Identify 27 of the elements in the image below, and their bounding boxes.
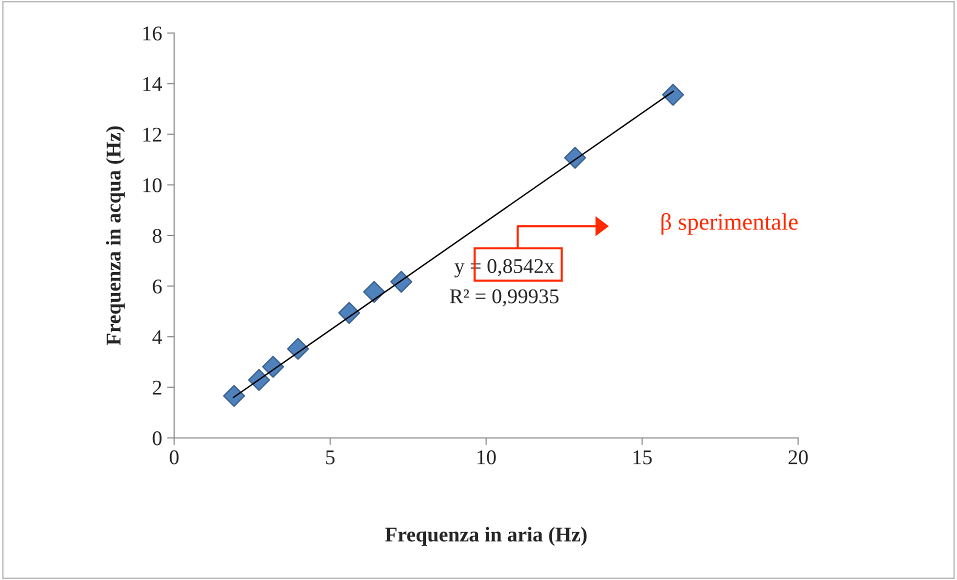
y-tick-label: 16 — [143, 26, 162, 40]
x-tick-label: 10 — [478, 450, 496, 464]
y-tick-label: 6 — [152, 280, 162, 294]
annotation: β sperimentale — [661, 213, 798, 235]
y-tick-label: 14 — [143, 77, 162, 91]
annotation: R² = 0,99935 — [450, 289, 559, 306]
y-tick-label: 0 — [152, 431, 162, 446]
point — [248, 368, 270, 391]
x-tick-label: 5 — [326, 450, 335, 464]
point — [262, 356, 284, 378]
point — [338, 302, 360, 324]
y-tick-label: 10 — [143, 178, 162, 192]
point — [564, 146, 586, 169]
x-tick-label: 15 — [634, 450, 652, 464]
y-tick-label: 12 — [143, 128, 162, 142]
point — [287, 338, 310, 360]
x-tick-label: 20 — [788, 450, 808, 464]
point — [363, 280, 386, 303]
y-tick-label: 2 — [152, 380, 162, 395]
x-tick-label: 0 — [170, 450, 179, 464]
point — [662, 84, 684, 106]
point — [223, 384, 246, 407]
y-tick-label: 8 — [152, 228, 162, 243]
y-tick-label: 4 — [152, 330, 162, 344]
point — [390, 270, 412, 293]
y-axis-title: Frequenza in acqua (Hz) — [106, 126, 125, 346]
x-axis-title: Frequenza in aria (Hz) — [385, 526, 587, 546]
